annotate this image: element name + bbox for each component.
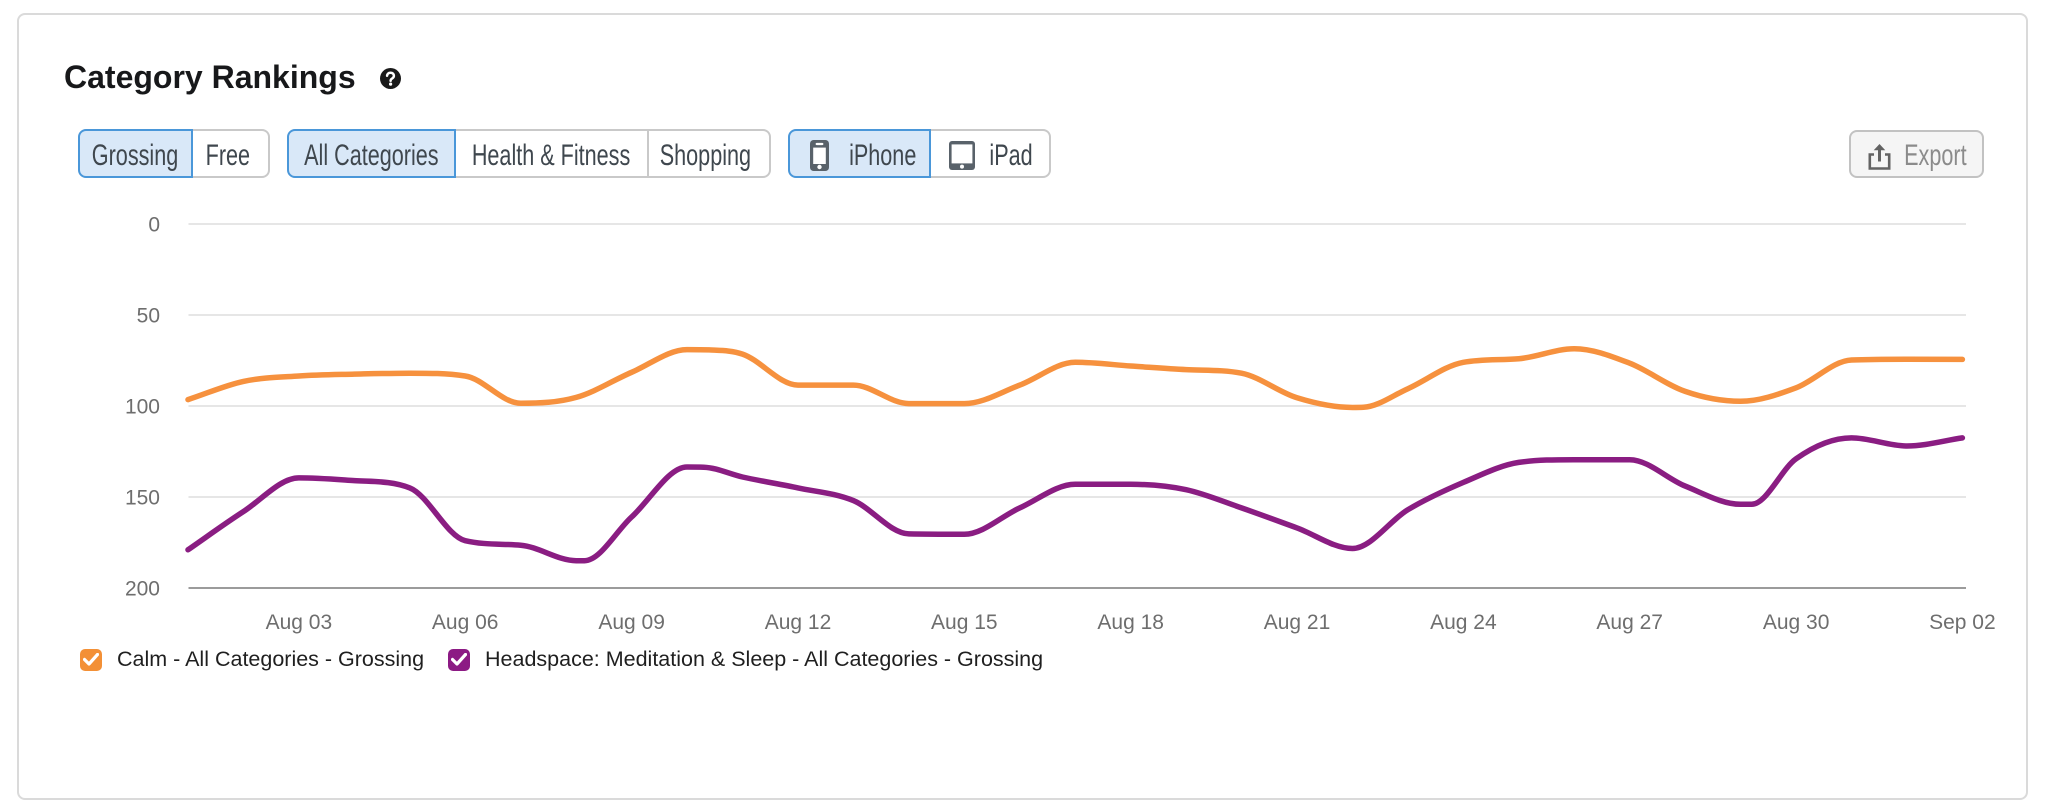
svg-text:Aug 24: Aug 24 [1430,611,1497,634]
svg-text:Sep 02: Sep 02 [1929,611,1996,634]
svg-text:Aug 21: Aug 21 [1264,611,1331,634]
svg-text:Aug 03: Aug 03 [266,611,333,634]
svg-text:Aug 06: Aug 06 [432,611,499,634]
svg-text:Aug 09: Aug 09 [598,611,665,634]
svg-text:200: 200 [125,578,160,601]
svg-text:100: 100 [125,396,160,419]
svg-text:150: 150 [125,487,160,510]
svg-text:50: 50 [137,305,160,328]
svg-text:Aug 27: Aug 27 [1596,611,1663,634]
svg-text:Aug 15: Aug 15 [931,611,998,634]
svg-text:0: 0 [148,214,160,237]
svg-text:Aug 30: Aug 30 [1763,611,1830,634]
svg-text:Aug 12: Aug 12 [765,611,832,634]
svg-text:Aug 18: Aug 18 [1097,611,1164,634]
